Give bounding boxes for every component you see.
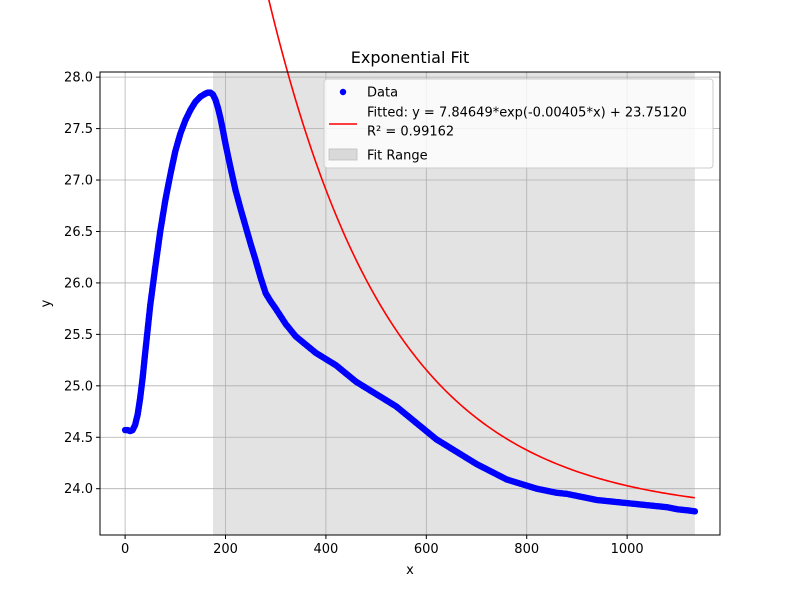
ticks-layer: 0 200 400 600 800 1000 24.0 24.5 25.0 25.5 26.0 26.… bbox=[64, 71, 644, 557]
data-point bbox=[691, 508, 699, 515]
y-tick-label: 26.0 bbox=[64, 276, 93, 291]
x-tick-label: 600 bbox=[414, 542, 439, 557]
fit-curve bbox=[268, 0, 696, 499]
legend-label: Fit Range bbox=[367, 149, 428, 164]
legend-label: Data bbox=[367, 86, 398, 101]
chart-title: Exponential Fit bbox=[351, 48, 469, 67]
data-layer bbox=[121, 89, 699, 515]
y-tick-label: 25.0 bbox=[64, 379, 93, 394]
y-tick-label: 26.5 bbox=[64, 225, 93, 240]
y-tick-label: 25.5 bbox=[64, 328, 93, 343]
y-tick-label: 24.0 bbox=[64, 482, 93, 497]
x-axis-label: x bbox=[406, 563, 414, 578]
y-tick-label: 27.5 bbox=[64, 122, 93, 137]
y-tick-label: 28.0 bbox=[64, 71, 93, 86]
legend-box bbox=[323, 78, 714, 169]
x-tick-label: 800 bbox=[514, 542, 539, 557]
y-axis-label: y bbox=[39, 299, 54, 307]
x-tick-label: 0 bbox=[121, 542, 129, 557]
legend-marker-range bbox=[328, 148, 358, 161]
legend: Data Fitted: y = 7.84649*exp(-0.00405*x) … bbox=[323, 78, 714, 169]
fit-layer bbox=[268, 0, 696, 499]
legend-marker-data bbox=[339, 88, 347, 96]
x-tick-label: 1000 bbox=[611, 542, 644, 557]
x-tick-label: 400 bbox=[313, 542, 338, 557]
y-tick-label: 27.0 bbox=[64, 174, 93, 189]
x-tick-label: 200 bbox=[213, 542, 238, 557]
y-tick-label: 24.5 bbox=[64, 431, 93, 446]
legend-label: Fitted: y = 7.84649*exp(-0.00405*x) + 23… bbox=[367, 106, 687, 121]
legend-label: R² = 0.99162 bbox=[367, 125, 454, 140]
plot-frame bbox=[99, 71, 721, 536]
